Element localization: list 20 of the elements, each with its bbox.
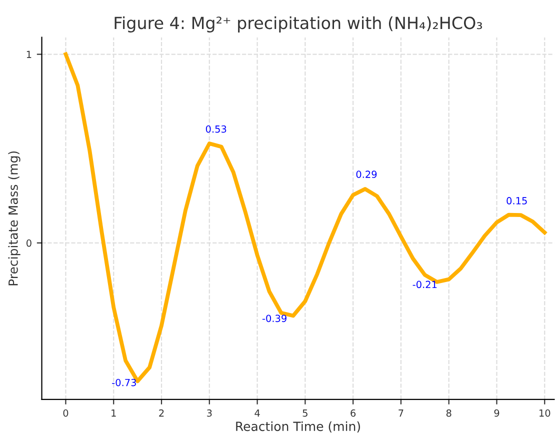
annotation: -0.39 [262,314,286,322]
x-tick-label: 1 [112,410,116,417]
x-tick-label: 4 [254,410,260,417]
y-axis-title: Precipitate Mass (mg) [8,151,20,286]
x-tick-label: 7 [398,410,404,417]
annotation: 0.53 [206,125,226,133]
annotation: 0.15 [506,197,527,204]
chart-title: Figure 4: Mg²⁺ precipitation with (NH₄)₂HCO₃ [114,16,482,32]
x-tick-label: 5 [302,410,308,417]
annotation: 0.29 [356,170,377,178]
x-tick-label: 0 [63,409,68,417]
x-tick-label: 6 [350,409,356,417]
x-tick-label: 10 [540,409,550,417]
x-axis-title: Reaction Time (min) [236,421,360,433]
x-tick-label: 2 [159,409,164,417]
x-tick-label: 9 [494,409,500,417]
x-tick-label: 8 [446,409,452,417]
annotation: -0.21 [412,280,437,288]
x-tick-label: 3 [207,409,212,417]
annotation: -0.73 [112,378,136,386]
